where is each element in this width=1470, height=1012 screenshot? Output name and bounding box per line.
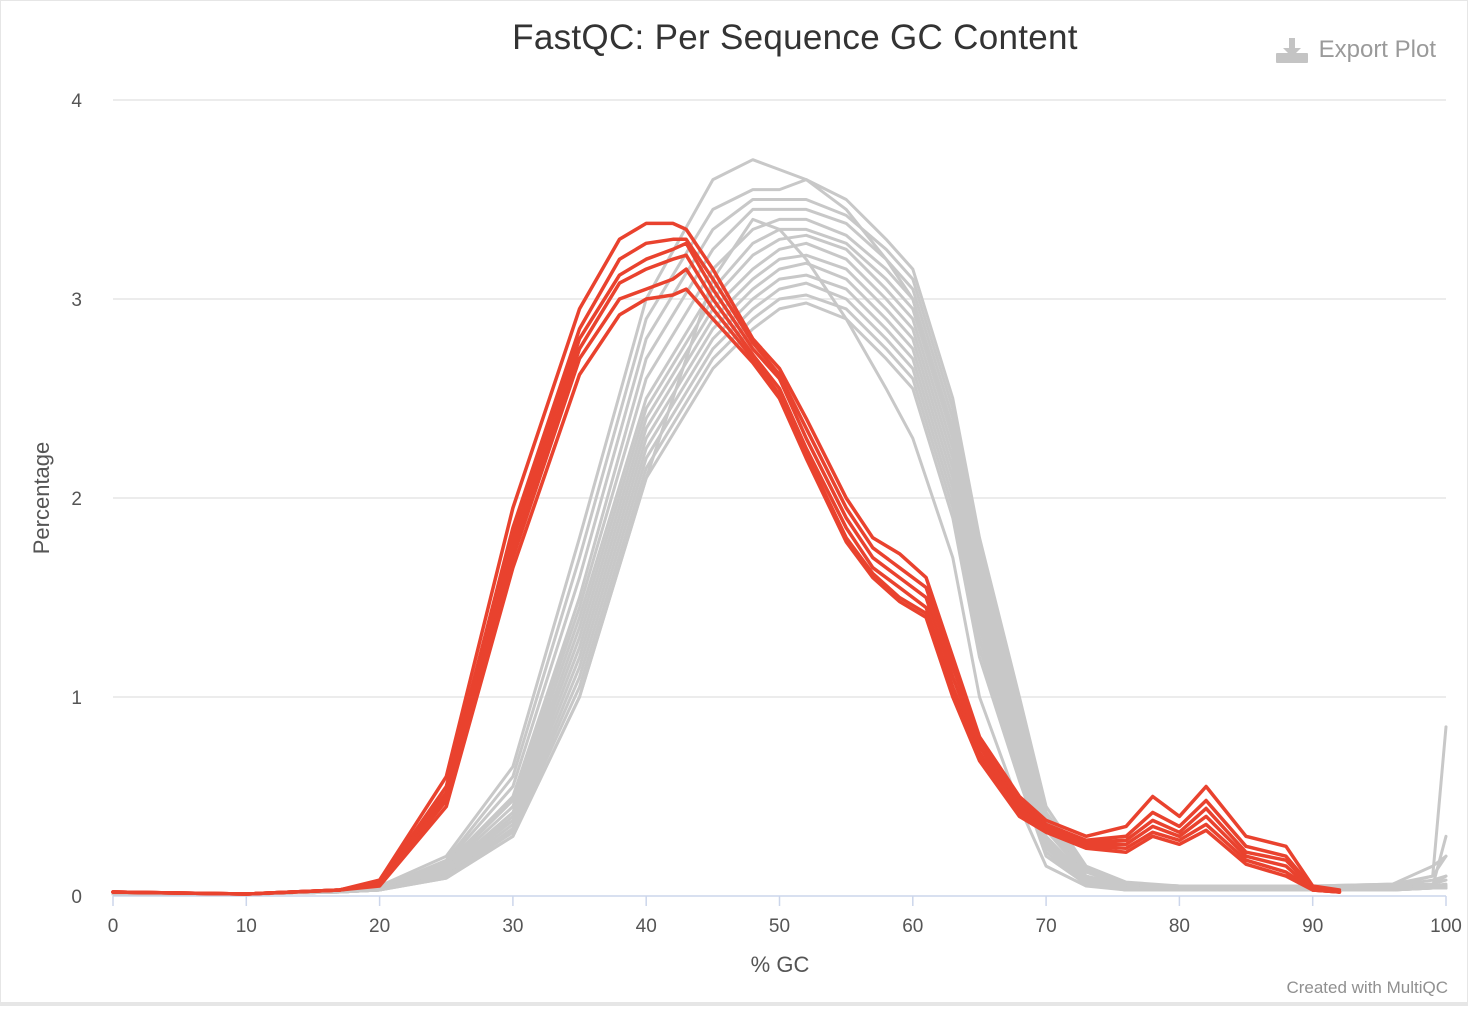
pass-series-line[interactable] bbox=[111, 217, 1448, 896]
export-plot-button[interactable]: Export Plot bbox=[1275, 36, 1436, 64]
x-tick-label: 90 bbox=[1302, 916, 1323, 937]
pass-series-line[interactable] bbox=[111, 261, 1448, 896]
pass-series-line[interactable] bbox=[111, 207, 1448, 896]
y-tick-label: 4 bbox=[71, 91, 82, 112]
x-tick-label: 20 bbox=[369, 916, 390, 937]
x-tick-label: 10 bbox=[236, 916, 257, 937]
x-tick-label: 0 bbox=[108, 916, 119, 937]
credit-text: Created with MultiQC bbox=[1286, 978, 1448, 997]
fail-series-line[interactable] bbox=[111, 267, 1342, 896]
pass-series-group bbox=[111, 158, 1448, 896]
y-tick-label: 2 bbox=[71, 489, 82, 510]
x-axis-title: % GC bbox=[751, 952, 810, 977]
x-axis: 0 10 20 30 40 50 60 70 80 90 100 bbox=[108, 895, 1462, 937]
fail-series-line[interactable] bbox=[111, 287, 1342, 896]
download-icon bbox=[1275, 38, 1308, 63]
fail-series-line[interactable] bbox=[111, 237, 1342, 896]
y-axis-title: Percentage bbox=[29, 442, 54, 555]
fail-series-line[interactable] bbox=[111, 253, 1342, 896]
pass-series-line[interactable] bbox=[111, 241, 1448, 896]
pass-series-line[interactable] bbox=[111, 253, 1448, 896]
pass-series-line[interactable] bbox=[111, 293, 1448, 896]
x-tick-label: 80 bbox=[1169, 916, 1190, 937]
x-tick-label: 100 bbox=[1430, 916, 1462, 937]
fail-series-group bbox=[111, 221, 1342, 896]
y-tick-label: 1 bbox=[71, 688, 82, 709]
x-tick-label: 30 bbox=[502, 916, 523, 937]
fail-series-line[interactable] bbox=[111, 221, 1342, 896]
export-plot-label: Export Plot bbox=[1318, 36, 1436, 63]
x-tick-label: 60 bbox=[902, 916, 923, 937]
x-tick-label: 40 bbox=[636, 916, 657, 937]
y-axis-ticks: 0 1 2 3 4 bbox=[71, 91, 82, 908]
y-tick-label: 0 bbox=[71, 887, 82, 908]
x-tick-label: 50 bbox=[769, 916, 790, 937]
pass-series-line[interactable] bbox=[111, 217, 1448, 896]
pass-series-line[interactable] bbox=[111, 198, 1448, 896]
chart-title: FastQC: Per Sequence GC Content bbox=[512, 18, 1078, 57]
pass-series-line[interactable] bbox=[111, 178, 1448, 896]
x-tick-label: 70 bbox=[1036, 916, 1057, 937]
fail-series-line[interactable] bbox=[111, 241, 1342, 896]
pass-series-line[interactable] bbox=[111, 233, 1448, 896]
pass-series-line[interactable] bbox=[111, 227, 1448, 896]
y-tick-label: 3 bbox=[71, 290, 82, 311]
